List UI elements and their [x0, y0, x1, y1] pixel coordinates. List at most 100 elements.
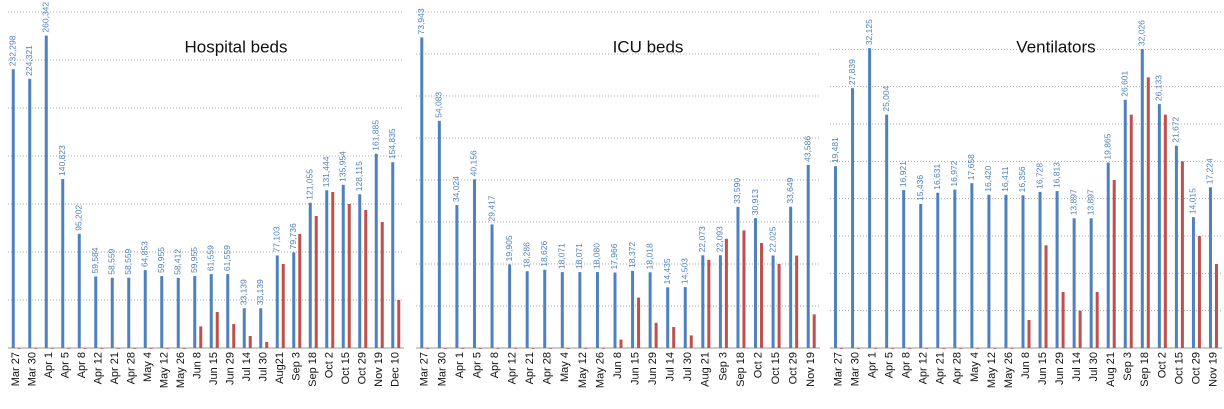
x-tick-label: Jul 14	[1071, 352, 1083, 381]
value-label: 30,913	[750, 189, 760, 215]
x-tick-label: Sep 18	[735, 352, 747, 387]
x-tick-label: Aug21	[274, 352, 286, 384]
x-tick-label: Apr 1	[454, 352, 466, 378]
bar	[166, 348, 170, 349]
value-label: 22,025	[767, 226, 777, 252]
bar	[1214, 264, 1218, 348]
x-tick-label: Oct 2	[1156, 352, 1168, 378]
x-tick-label: Nov 19	[805, 352, 817, 387]
x-tick-label: May 4	[559, 352, 571, 382]
x-tick-label: Apr 8	[901, 352, 913, 378]
bar	[902, 190, 906, 348]
bar	[100, 348, 104, 349]
x-tick-label: Oct 29	[357, 352, 369, 384]
bar	[1027, 320, 1031, 348]
bar	[619, 339, 623, 348]
x-tick-label: Apr 8	[489, 352, 501, 378]
value-label: 32,026	[1137, 20, 1147, 46]
value-label: 13,897	[1068, 189, 1078, 215]
x-tick-label: May 4	[142, 352, 154, 382]
x-tick-label: Apr 5	[471, 352, 483, 378]
value-label: 33,649	[785, 177, 795, 203]
bar	[857, 348, 861, 349]
value-label: 73,943	[416, 8, 426, 34]
x-tick-label: Apr 12	[93, 352, 105, 384]
x-tick-label: May 26	[175, 352, 187, 388]
bar	[1129, 114, 1133, 349]
value-label: 14,435	[662, 258, 672, 284]
x-tick-label: Apr 1	[43, 352, 55, 378]
bar	[707, 259, 711, 348]
bar	[777, 264, 781, 348]
bar	[925, 348, 929, 349]
bar	[1095, 292, 1099, 348]
bar	[1004, 194, 1008, 348]
x-tick-label: Sep 18	[1139, 352, 1151, 387]
value-label: 27,839	[847, 59, 857, 85]
x-tick-label: May 12	[577, 352, 589, 388]
value-label: 154,835	[387, 128, 397, 159]
bar	[314, 216, 318, 348]
bar	[265, 342, 269, 348]
bar	[1163, 114, 1167, 349]
bar	[1197, 236, 1201, 348]
bar	[754, 218, 758, 348]
bar	[50, 348, 54, 349]
bar	[942, 348, 946, 349]
x-tick-label: Apr 1	[867, 352, 879, 378]
value-label: 95,202	[74, 204, 84, 230]
bar	[654, 322, 658, 348]
value-label: 29,417	[486, 195, 496, 221]
bar	[182, 348, 186, 349]
value-label: 18,626	[539, 241, 549, 267]
x-tick-label: Jun 29	[1054, 352, 1066, 385]
x-tick-label: Jul 14	[665, 352, 677, 381]
x-tick-label: Mar 27	[832, 352, 844, 386]
value-label: 19,865	[1102, 133, 1112, 159]
value-label: 121,055	[305, 169, 315, 200]
value-label: 19,905	[504, 235, 514, 261]
x-tick-label: Sep 3	[717, 352, 729, 381]
value-label: 18,286	[521, 242, 531, 268]
bar	[812, 314, 816, 348]
value-label: 33,590	[732, 178, 742, 204]
bar	[44, 35, 48, 348]
bar	[987, 194, 991, 348]
bar	[209, 274, 213, 348]
chart-title: Hospital beds	[184, 37, 287, 56]
value-label: 16,631	[932, 164, 942, 190]
bar	[560, 272, 564, 348]
bar	[959, 348, 963, 349]
bar	[891, 348, 895, 349]
bar	[17, 348, 21, 349]
x-tick-label: Jul 30	[682, 352, 694, 381]
x-tick-label: Apr 28	[126, 352, 138, 384]
bar	[953, 189, 957, 348]
value-label: 22,093	[715, 226, 725, 252]
bar	[248, 336, 252, 348]
x-tick-label: Oct 29	[1190, 352, 1202, 384]
value-label: 161,885	[371, 120, 381, 151]
bar	[472, 179, 476, 348]
bar	[426, 348, 430, 349]
bar	[993, 348, 997, 349]
bar	[127, 277, 131, 348]
x-tick-label: May 26	[1003, 352, 1015, 388]
bar	[771, 255, 775, 348]
bar	[1078, 310, 1082, 348]
bar	[461, 348, 465, 349]
value-label: 33,139	[239, 279, 249, 305]
bar	[1208, 187, 1212, 348]
bar	[232, 324, 236, 348]
value-label: 224,321	[24, 45, 34, 76]
bar	[908, 348, 912, 349]
bar	[1180, 161, 1184, 348]
x-tick-label: Mar 30	[27, 352, 39, 386]
x-tick-label: Mar 30	[436, 352, 448, 386]
bar	[1140, 49, 1144, 348]
bar	[718, 255, 722, 348]
bar	[806, 164, 810, 348]
bar	[292, 252, 296, 348]
bar	[976, 348, 980, 349]
